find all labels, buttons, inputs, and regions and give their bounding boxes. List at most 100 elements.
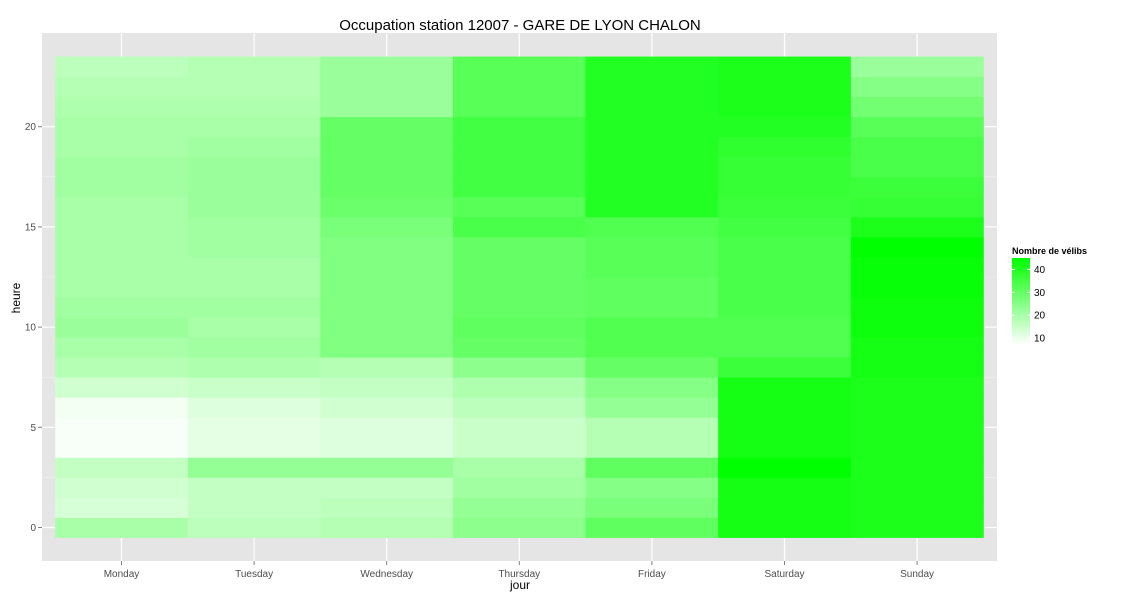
heatmap-cell-tuesday-2 bbox=[187, 477, 321, 498]
heatmap-cell-saturday-6 bbox=[718, 397, 852, 418]
heatmap-cell-friday-12 bbox=[585, 277, 719, 298]
heatmap-cell-saturday-0 bbox=[718, 517, 852, 538]
heatmap-cell-thursday-23 bbox=[453, 56, 586, 77]
y-tick-label: 0 bbox=[30, 523, 36, 534]
heatmap-cell-thursday-4 bbox=[453, 437, 586, 458]
heatmap-cell-wednesday-22 bbox=[320, 76, 454, 98]
heatmap-cell-tuesday-1 bbox=[187, 497, 321, 518]
heatmap-cell-thursday-15 bbox=[453, 216, 586, 238]
heatmap-cell-saturday-1 bbox=[718, 497, 852, 518]
heatmap-cell-wednesday-18 bbox=[320, 156, 454, 178]
heatmap-cell-tuesday-0 bbox=[187, 517, 321, 538]
heatmap-cell-monday-8 bbox=[55, 357, 189, 378]
heatmap-cell-sunday-1 bbox=[850, 497, 984, 518]
heatmap-cell-wednesday-6 bbox=[320, 397, 454, 418]
heatmap-cell-thursday-17 bbox=[453, 176, 586, 198]
heatmap-cell-monday-19 bbox=[55, 136, 189, 158]
heatmap-cell-tuesday-21 bbox=[187, 96, 321, 118]
heatmap-cell-monday-10 bbox=[55, 317, 189, 338]
heatmap-cell-thursday-6 bbox=[453, 397, 586, 418]
x-tick-label: Thursday bbox=[498, 569, 540, 580]
heatmap-cell-saturday-23 bbox=[718, 56, 852, 77]
heatmap-cell-tuesday-15 bbox=[187, 216, 321, 238]
heatmap-cell-tuesday-22 bbox=[187, 76, 321, 98]
heatmap-cell-friday-21 bbox=[585, 96, 719, 118]
heatmap-cell-wednesday-9 bbox=[320, 337, 454, 358]
heatmap-cell-monday-0 bbox=[55, 517, 189, 538]
heatmap-cell-friday-17 bbox=[585, 176, 719, 198]
chart-title: Occupation station 12007 - GARE DE LYON … bbox=[339, 17, 701, 34]
heatmap-cell-sunday-4 bbox=[850, 437, 984, 458]
heatmap-cell-sunday-12 bbox=[850, 277, 984, 298]
heatmap-cell-wednesday-21 bbox=[320, 96, 454, 118]
heatmap-cell-monday-3 bbox=[55, 457, 189, 478]
heatmap-cell-saturday-12 bbox=[718, 277, 852, 298]
heatmap-cell-friday-23 bbox=[585, 56, 719, 77]
heatmap-cell-friday-2 bbox=[585, 477, 719, 498]
heatmap-cell-thursday-10 bbox=[453, 317, 586, 338]
heatmap-cell-tuesday-5 bbox=[187, 417, 321, 438]
heatmap-cell-saturday-4 bbox=[718, 437, 852, 458]
x-axis-label: jour bbox=[509, 578, 530, 592]
legend-ticks: 10 20 30 40 bbox=[1012, 265, 1046, 345]
heatmap-cell-tuesday-18 bbox=[187, 156, 321, 178]
legend-tick-label: 20 bbox=[1034, 311, 1046, 322]
heatmap-cell-tuesday-17 bbox=[187, 176, 321, 198]
heatmap-cell-friday-18 bbox=[585, 156, 719, 178]
legend-title: Nombre de vélibs bbox=[1012, 246, 1087, 256]
heatmap-cell-friday-20 bbox=[585, 116, 719, 138]
heatmap-cell-wednesday-7 bbox=[320, 377, 454, 398]
heatmap-cell-monday-17 bbox=[55, 176, 189, 198]
heatmap-cell-wednesday-4 bbox=[320, 437, 454, 458]
heatmap-cell-monday-1 bbox=[55, 497, 189, 518]
heatmap-cell-monday-11 bbox=[55, 297, 189, 318]
heatmap-cell-thursday-1 bbox=[453, 497, 586, 518]
heatmap-cell-friday-14 bbox=[585, 236, 719, 258]
heatmap-cell-tuesday-16 bbox=[187, 196, 321, 218]
heatmap-cell-thursday-0 bbox=[453, 517, 586, 538]
heatmap-cell-friday-19 bbox=[585, 136, 719, 158]
heatmap-cell-saturday-9 bbox=[718, 337, 852, 358]
heatmap-cell-monday-2 bbox=[55, 477, 189, 498]
heatmap-cell-sunday-2 bbox=[850, 477, 984, 498]
heatmap-cell-saturday-22 bbox=[718, 76, 852, 98]
heatmap-cell-saturday-7 bbox=[718, 377, 852, 398]
heatmap-cell-thursday-20 bbox=[453, 116, 586, 138]
heatmap-cell-sunday-11 bbox=[850, 297, 984, 318]
heatmap-cell-friday-9 bbox=[585, 337, 719, 358]
x-tick-label: Tuesday bbox=[235, 569, 273, 580]
heatmap-cell-friday-8 bbox=[585, 357, 719, 378]
heatmap-cell-sunday-7 bbox=[850, 377, 984, 398]
heatmap-cell-saturday-11 bbox=[718, 297, 852, 318]
heatmap-cell-wednesday-16 bbox=[320, 196, 454, 218]
heatmap-cells bbox=[55, 56, 984, 538]
heatmap-cell-thursday-7 bbox=[453, 377, 586, 398]
heatmap-cell-wednesday-12 bbox=[320, 277, 454, 298]
heatmap-cell-tuesday-10 bbox=[187, 317, 321, 338]
heatmap-cell-friday-22 bbox=[585, 76, 719, 98]
heatmap-cell-wednesday-8 bbox=[320, 357, 454, 378]
heatmap-cell-sunday-13 bbox=[850, 256, 984, 278]
heatmap-cell-sunday-15 bbox=[850, 216, 984, 238]
heatmap-cell-tuesday-9 bbox=[187, 337, 321, 358]
heatmap-cell-friday-1 bbox=[585, 497, 719, 518]
heatmap-cell-friday-4 bbox=[585, 437, 719, 458]
heatmap-cell-monday-5 bbox=[55, 417, 189, 438]
heatmap-cell-monday-12 bbox=[55, 277, 189, 298]
heatmap-cell-tuesday-13 bbox=[187, 256, 321, 278]
heatmap-cell-tuesday-23 bbox=[187, 56, 321, 77]
heatmap-cell-monday-7 bbox=[55, 377, 189, 398]
heatmap-cell-monday-4 bbox=[55, 437, 189, 458]
heatmap-cell-tuesday-11 bbox=[187, 297, 321, 318]
heatmap-cell-saturday-21 bbox=[718, 96, 852, 118]
heatmap-cell-monday-14 bbox=[55, 236, 189, 258]
heatmap-cell-monday-21 bbox=[55, 96, 189, 118]
heatmap-cell-friday-0 bbox=[585, 517, 719, 538]
heatmap-cell-tuesday-14 bbox=[187, 236, 321, 258]
heatmap-cell-friday-10 bbox=[585, 317, 719, 338]
heatmap-cell-saturday-19 bbox=[718, 136, 852, 158]
heatmap-cell-saturday-5 bbox=[718, 417, 852, 438]
heatmap-cell-friday-5 bbox=[585, 417, 719, 438]
heatmap-cell-sunday-9 bbox=[850, 337, 984, 358]
heatmap-cell-thursday-16 bbox=[453, 196, 586, 218]
